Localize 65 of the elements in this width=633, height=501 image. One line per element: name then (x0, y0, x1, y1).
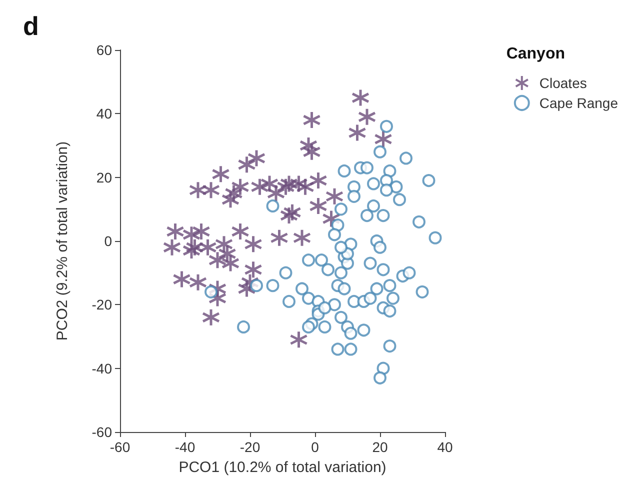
point (182, 225, 201, 244)
point (302, 110, 321, 130)
point (260, 174, 279, 193)
point (238, 155, 256, 174)
point (247, 148, 266, 168)
point (172, 270, 191, 288)
point (188, 180, 208, 200)
point (166, 222, 184, 241)
x-tick-label: -20 (240, 439, 260, 455)
point (238, 280, 256, 298)
point (325, 187, 344, 206)
point (162, 238, 182, 257)
point (290, 330, 308, 349)
point (231, 222, 250, 241)
point (221, 254, 240, 273)
point (186, 238, 204, 257)
point (202, 308, 220, 327)
chart-title: d (23, 11, 39, 41)
point (244, 234, 262, 254)
y-tick-label: 20 (96, 169, 112, 186)
y-axis-title: PCO2 (9.2% of total variation) (54, 141, 71, 341)
point (231, 178, 250, 196)
legend-label: Cloates (539, 75, 587, 91)
point (212, 164, 230, 184)
x-axis-title: PCO1 (10.2% of total variation) (178, 459, 386, 476)
point (214, 234, 234, 254)
point (283, 203, 302, 222)
x-tick-label: -40 (174, 439, 196, 455)
x-tick-label: 40 (437, 439, 453, 455)
point (309, 171, 328, 190)
point (266, 184, 286, 202)
y-tick-label: -20 (92, 296, 112, 313)
point (276, 178, 295, 196)
y-tick-label: 40 (96, 106, 112, 122)
point (280, 206, 298, 225)
point (292, 228, 312, 248)
point (221, 190, 240, 209)
x-tick-label: 0 (311, 439, 320, 455)
point (198, 238, 217, 257)
point (250, 178, 269, 196)
legend-label: Cape Range (539, 95, 618, 111)
y-tick-label: -60 (92, 424, 112, 440)
point (208, 250, 227, 270)
point (374, 130, 392, 148)
point (188, 273, 208, 292)
point (224, 184, 243, 202)
y-tick-label: -40 (92, 360, 112, 376)
legend-title: Canyon (506, 46, 565, 62)
point (244, 260, 262, 279)
point (192, 222, 210, 241)
point (182, 241, 201, 260)
y-tick-label: 60 (96, 42, 112, 58)
point (270, 228, 288, 248)
point (309, 196, 328, 216)
x-tick-label: 20 (372, 439, 388, 455)
point (322, 209, 340, 228)
y-tick-label: 0 (104, 233, 112, 249)
point (299, 136, 318, 155)
point (302, 142, 321, 162)
x-tick-label: -60 (110, 439, 130, 455)
point (202, 180, 220, 200)
point (218, 244, 236, 263)
point (351, 88, 370, 107)
point (358, 108, 376, 126)
point (348, 124, 366, 142)
